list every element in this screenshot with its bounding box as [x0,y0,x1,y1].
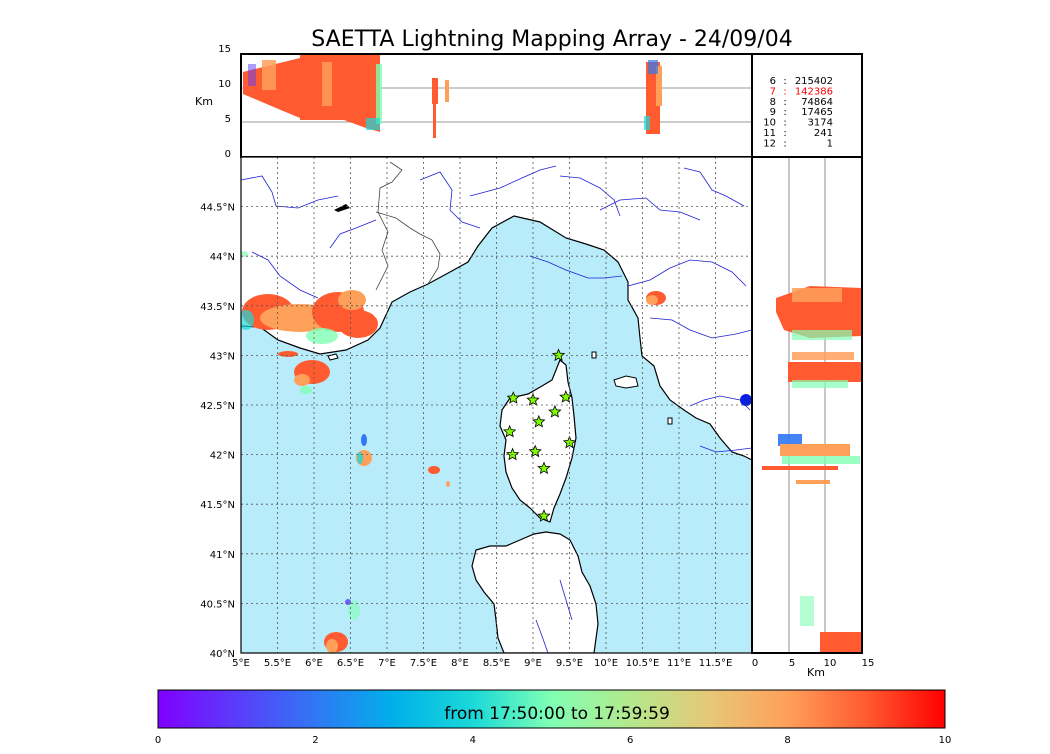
station-count-separator: : [783,107,786,118]
longitude-ticks: 5°E 5.5°E 6°E 6.5°E 7°E 7.5°E 8°E 8.5°E 9°E 9.5°E… [232,658,732,669]
latitude-tick-label: 40°N [210,649,235,660]
plan-view-sources [241,251,666,653]
longitude-tick-label: 9°E [524,658,542,669]
colorbar-tick-label: 6 [627,735,633,746]
top-panel-sources [243,55,662,138]
top-ytick: 15 [218,44,231,55]
station-count-separator: : [783,118,786,129]
latitude-tick-label: 41.5°N [200,500,235,511]
latitude-tick-label: 40.5°N [200,599,235,610]
colorbar-tick-label: 10 [939,735,952,746]
station-count-stations: 10 [763,118,776,129]
top-ytick: 10 [218,79,231,90]
station-star-icon [506,391,520,404]
station-count-stations: 12 [763,138,776,149]
station-count-separator: : [783,86,786,97]
station-count-value: 1 [827,138,833,149]
station-count-separator: : [783,138,786,149]
station-count-stations: 7 [770,86,776,97]
station-count-legend: 6:2154027:1423868:748649:1746510:317411:… [763,76,833,149]
station-count-stations: 6 [770,76,776,87]
station-count-stations: 8 [770,97,776,108]
longitude-tick-label: 7°E [378,658,396,669]
figure-title: SAETTA Lightning Mapping Array - 24/09/0… [311,27,792,52]
mainland-coastline [241,215,752,461]
altitude-longitude-panel: Km 15 10 5 0 [195,44,753,160]
rivers [241,165,752,653]
right-xtick: 5 [789,658,795,669]
station-count-value: 215402 [795,76,833,87]
latitude-tick-label: 42°N [210,451,235,462]
lake [334,204,350,212]
longitude-tick-label: 10.5°E [626,658,660,669]
longitude-tick-label: 7.5°E [410,658,437,669]
longitude-tick-label: 11°E [667,658,691,669]
latitude-tick-label: 42.5°N [200,401,235,412]
lake-marker [740,394,752,406]
station-star-icon [537,461,551,475]
longitude-tick-label: 6.5°E [337,658,364,669]
station-star-icon [528,444,542,458]
station-star-icon [532,414,546,428]
station-count-value: 17465 [801,107,833,118]
latitude-tick-label: 44.5°N [200,203,235,214]
time-colorbar: from 17:50:00 to 17:59:59 0 2 4 6 8 10 [155,689,952,746]
station-count-stations: 11 [763,128,776,139]
station-star-icon [537,509,551,522]
longitude-tick-label: 8°E [451,658,469,669]
station-count-stations: 9 [770,107,776,118]
station-count-value: 241 [814,128,833,139]
country-border [375,161,403,291]
station-count-separator: : [783,97,786,108]
sardinia-island [471,531,599,653]
colorbar-tick-label: 8 [784,735,790,746]
elba-island [613,375,639,389]
station-count-separator: : [783,76,786,87]
latitude-ticks: 44.5°N 44°N 43.5°N 43°N 42.5°N 42°N 41.5°N 41°N… [200,203,235,660]
colorbar-label: from 17:50:00 to 17:59:59 [444,704,670,724]
longitude-tick-label: 10°E [594,658,618,669]
latitude-altitude-panel: 0 5 10 15 Km [751,156,875,679]
station-count-separator: : [783,128,786,139]
latitude-tick-label: 43.5°N [200,302,235,313]
longitude-tick-label: 6°E [305,658,323,669]
giglio-island [667,417,673,425]
station-count-value: 3174 [808,118,833,129]
colorbar-tick-label: 2 [312,735,318,746]
latitude-tick-label: 43°N [210,351,235,362]
latitude-tick-label: 41°N [210,550,235,561]
right-xtick: 10 [824,658,837,669]
colorbar-tick-label: 0 [155,735,161,746]
right-xtick: 15 [862,658,875,669]
lma-stations [502,348,577,522]
longitude-tick-label: 5°E [232,658,250,669]
country-border [375,211,441,285]
station-star-icon [505,447,520,461]
longitude-tick-label: 8.5°E [483,658,510,669]
longitude-tick-label: 5.5°E [264,658,291,669]
station-star-icon [502,424,517,438]
colorbar-ticks: 0 2 4 6 8 10 [155,735,952,746]
sea-area [241,216,752,653]
capraia-island [591,351,597,359]
hyeres-islands [327,353,339,361]
station-count-value: 74864 [801,97,833,108]
right-xlabel: Km [807,666,825,679]
colorbar-tick-label: 4 [470,735,476,746]
plan-view-map: 5°E 5.5°E 6°E 6.5°E 7°E 7.5°E 8°E 8.5°E 9°E 9.5°E… [200,156,753,669]
right-panel-sources [762,286,862,653]
longitude-tick-label: 11.5°E [699,658,733,669]
station-star-icon [548,404,562,418]
top-ytick: 0 [225,149,231,160]
station-star-icon [559,390,573,403]
station-count-value: 142386 [795,86,833,97]
longitude-tick-label: 9.5°E [556,658,583,669]
top-ylabel: Km [195,95,213,108]
top-ytick: 5 [225,114,231,125]
map-graticule [241,157,752,653]
station-star-icon [551,348,566,362]
right-xtick: 0 [752,658,758,669]
latitude-tick-label: 44°N [210,252,235,263]
